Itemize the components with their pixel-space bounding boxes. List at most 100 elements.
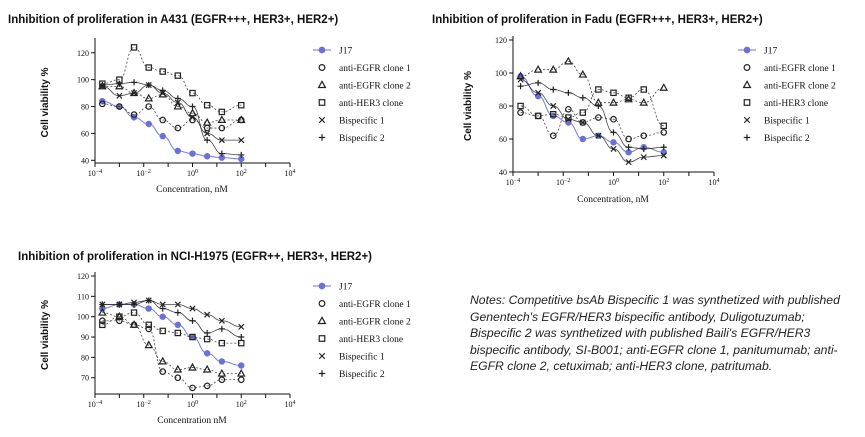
point-anti-egfr-clone-2	[173, 101, 183, 110]
legend-label-bispecific-2: Bispecific 2	[764, 133, 810, 144]
point-anti-her3-clone	[565, 114, 572, 121]
legend-label-bispecific-1: Bispecific 1	[764, 116, 810, 127]
point-anti-her3-clone	[534, 112, 542, 120]
chart-panel-1: Inhibition of proliferation in A431 (EGF…	[8, 14, 411, 195]
point-anti-her3-clone	[579, 109, 587, 116]
point-anti-egfr-clone-2	[115, 81, 124, 90]
point-anti-egfr-clone-2	[659, 83, 669, 91]
point-anti-egfr-clone-1	[625, 135, 632, 143]
point-anti-her3-clone	[159, 68, 166, 75]
point-anti-egfr-clone-1	[549, 132, 557, 140]
series-anti-her3-clone	[99, 309, 245, 347]
legend-label-anti-egfr-clone-1: anti-EGFR clone 1	[339, 64, 411, 74]
point-bispecific-1	[218, 317, 225, 324]
point-bispecific-2	[99, 301, 106, 308]
y-tick-label: 60	[81, 129, 89, 138]
point-anti-her3-clone	[99, 321, 106, 329]
legend-marker-bispecific-2	[318, 370, 326, 377]
point-anti-egfr-clone-2	[533, 64, 543, 73]
legend-label-j17: J17	[339, 283, 352, 293]
point-anti-her3-clone	[116, 313, 123, 320]
point-anti-egfr-clone-1	[130, 111, 138, 118]
point-bispecific-1	[640, 154, 647, 161]
point-bispecific-1	[535, 89, 542, 96]
point-anti-egfr-clone-1	[203, 382, 211, 390]
point-j17	[159, 313, 166, 320]
y-tick-label: 100	[77, 76, 89, 85]
point-bispecific-1	[660, 152, 667, 159]
point-anti-egfr-clone-1	[640, 132, 648, 140]
legend-marker-bispecific-1	[743, 116, 751, 124]
point-bispecific-1	[595, 132, 602, 139]
point-bispecific-1	[189, 114, 196, 121]
point-anti-her3-clone	[595, 86, 602, 93]
point-j17	[145, 120, 152, 128]
legend-label-bispecific-2: Bispecific 2	[339, 369, 385, 380]
legend-label-bispecific-1: Bispecific 1	[339, 352, 385, 363]
legend-marker-anti-egfr-clone-2	[317, 316, 327, 325]
point-anti-egfr-clone-2	[578, 69, 588, 78]
point-bispecific-1	[238, 137, 245, 144]
point-anti-egfr-clone-1	[174, 374, 182, 382]
point-anti-egfr-clone-1	[189, 384, 196, 392]
series-anti-egfr-clone-2	[516, 56, 669, 106]
point-bispecific-1	[174, 99, 181, 106]
point-bispecific-2	[640, 145, 647, 152]
legend-label-anti-egfr-clone-2: anti-EGFR clone 2	[339, 318, 411, 328]
point-anti-egfr-clone-2	[98, 307, 107, 316]
point-anti-egfr-clone-1	[174, 124, 182, 132]
y-tick-label: 80	[81, 353, 89, 362]
point-bispecific-2	[218, 150, 225, 157]
curve-j17	[102, 303, 242, 367]
x-tick-label: 10−2	[137, 169, 151, 178]
x-tick-label: 104	[285, 400, 296, 409]
point-bispecific-1	[189, 305, 196, 312]
chart-panel-3: Inhibition of proliferation in NCI-H1975…	[18, 251, 411, 426]
point-bispecific-1	[517, 76, 524, 83]
point-bispecific-2	[189, 317, 196, 324]
point-anti-egfr-clone-1	[565, 105, 572, 113]
curve-anti-egfr-clone-1	[102, 103, 242, 129]
point-anti-egfr-clone-2	[144, 340, 154, 349]
series-anti-egfr-clone-2	[98, 81, 246, 126]
legend-marker-j17	[743, 46, 751, 54]
point-bispecific-1	[238, 323, 245, 330]
series-bispecific-2	[517, 79, 667, 152]
point-bispecific-1	[204, 311, 211, 318]
curve-j17	[102, 100, 242, 160]
point-anti-her3-clone	[130, 44, 138, 51]
legend-marker-bispecific-2	[318, 134, 326, 141]
y-tick-label: 80	[81, 103, 89, 112]
point-anti-her3-clone	[238, 339, 245, 347]
point-anti-her3-clone	[203, 335, 211, 343]
point-anti-egfr-clone-2	[217, 115, 227, 123]
curve-anti-egfr-clone-1	[520, 108, 664, 140]
series-bispecific-2	[99, 297, 245, 341]
point-anti-her3-clone	[218, 108, 226, 116]
chart-title: Inhibition of proliferation in Fadu (EGF…	[432, 14, 763, 26]
point-bispecific-2	[218, 325, 225, 332]
point-anti-her3-clone	[159, 327, 166, 335]
y-tick-label: 40	[499, 168, 507, 177]
point-j17	[203, 350, 211, 357]
point-bispecific-2	[238, 151, 245, 159]
y-tick-label: 70	[81, 374, 89, 383]
legend-label-bispecific-1: Bispecific 1	[339, 116, 385, 127]
legend-marker-bispecific-1	[318, 116, 326, 124]
point-bispecific-2	[145, 297, 152, 304]
point-anti-her3-clone	[145, 64, 152, 71]
point-anti-her3-clone	[145, 321, 152, 329]
point-anti-egfr-clone-2	[548, 64, 558, 73]
x-tick-label: 100	[187, 400, 198, 409]
point-anti-her3-clone	[203, 101, 211, 109]
point-bispecific-2	[116, 301, 123, 308]
y-tick-label: 120	[77, 272, 89, 281]
legend-label-anti-egfr-clone-1: anti-EGFR clone 1	[339, 300, 411, 310]
curve-anti-her3-clone	[520, 89, 664, 127]
point-anti-egfr-clone-2	[639, 97, 649, 106]
y-tick-label: 60	[499, 135, 507, 144]
legend-marker-anti-her3-clone	[743, 99, 751, 106]
legend-label-bispecific-2: Bispecific 2	[339, 133, 385, 144]
point-anti-egfr-clone-2	[188, 108, 197, 117]
